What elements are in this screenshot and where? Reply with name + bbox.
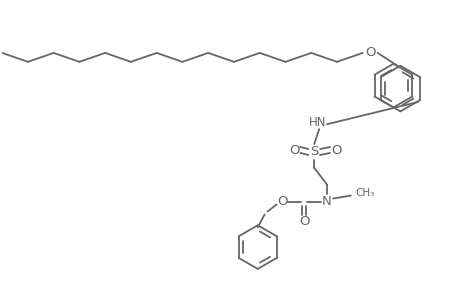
Text: O: O [289,143,299,157]
Text: S: S [309,146,318,158]
Text: HN: HN [308,116,325,129]
Text: O: O [364,46,375,59]
Text: O: O [277,195,287,208]
Text: N: N [321,195,331,208]
Text: O: O [330,143,341,157]
Text: CH₃: CH₃ [355,188,374,198]
Text: O: O [298,215,309,228]
